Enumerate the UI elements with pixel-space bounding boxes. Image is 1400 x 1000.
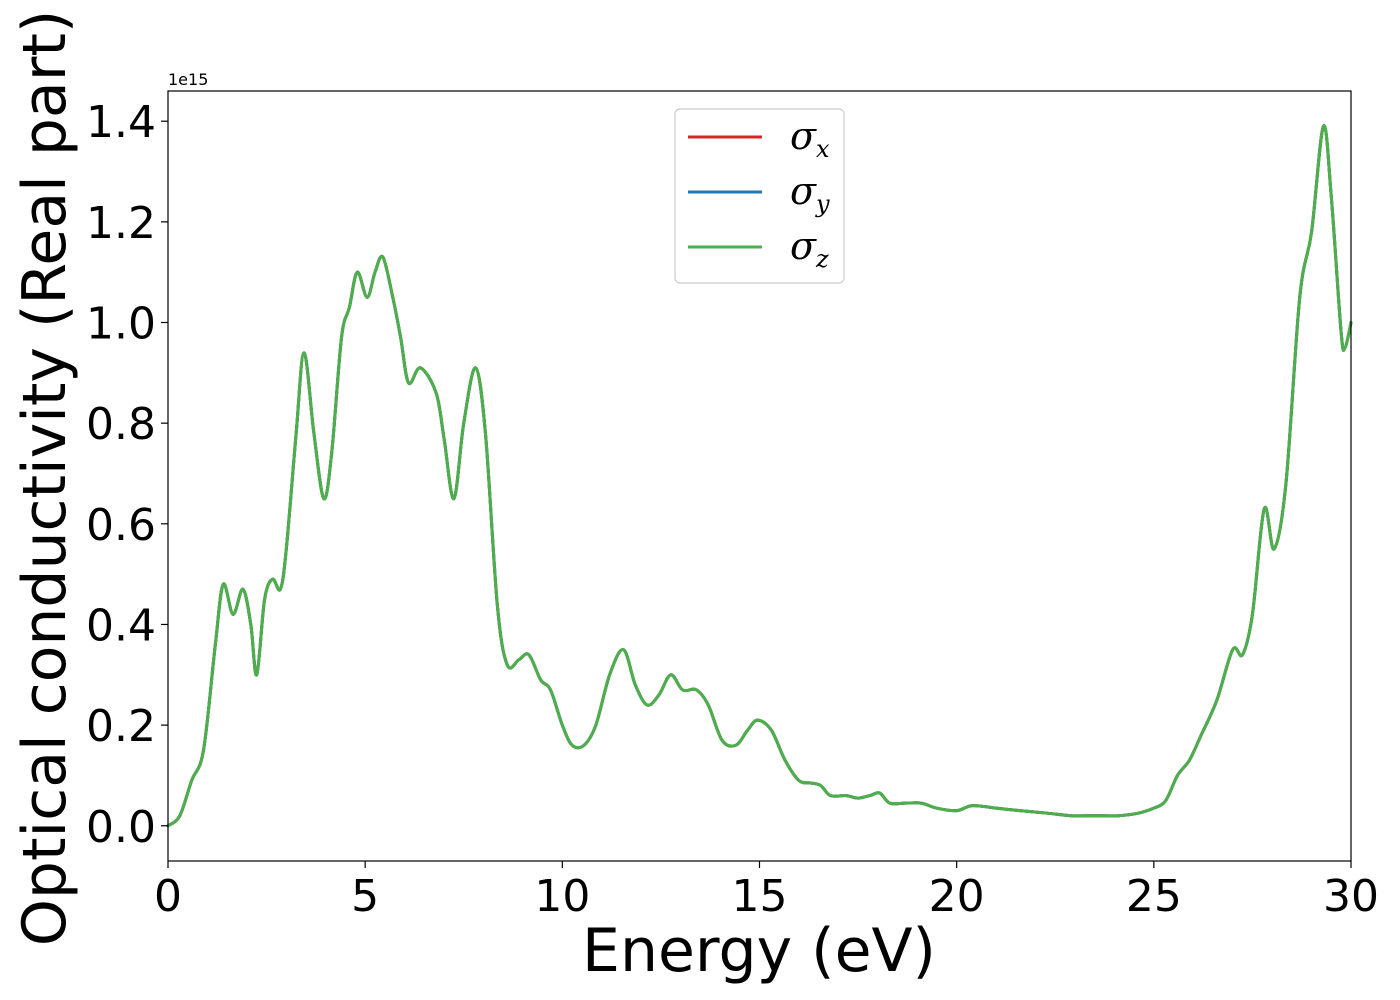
legend-box <box>674 108 845 284</box>
series-layer <box>166 124 1353 828</box>
y-tick-label: 1.4 <box>86 97 156 148</box>
y-axis-title: Optical conductivity (Real part) <box>10 10 80 947</box>
legend-items: σx σy σz <box>688 114 830 273</box>
x-tick-label: 0 <box>154 871 182 922</box>
x-tick-label: 30 <box>1323 871 1379 922</box>
y-tick-label: 0.0 <box>86 802 156 853</box>
legend-label: σx <box>790 114 830 163</box>
x-axis-title: Energy (eV) <box>582 916 936 986</box>
x-tick-label: 5 <box>351 871 379 922</box>
y-tick-label: 0.4 <box>86 600 156 651</box>
y-tick-label: 0.8 <box>86 399 156 450</box>
legend: σx σy σz <box>674 108 845 284</box>
y-offset-label: 1e15 <box>168 70 208 89</box>
series-line-3 <box>166 124 1353 828</box>
x-axis-ticks: 0 5 10 15 20 25 30 <box>154 861 1379 922</box>
y-tick-label: 0.6 <box>86 500 156 551</box>
x-tick-label: 25 <box>1126 871 1182 922</box>
x-tick-label: 20 <box>929 871 985 922</box>
y-axis-ticks: 0.0 0.2 0.4 0.6 0.8 1.0 1.2 1.4 <box>86 97 168 853</box>
x-tick-label: 10 <box>534 871 590 922</box>
legend-label: σz <box>790 224 829 273</box>
x-tick-label: 15 <box>732 871 788 922</box>
y-tick-label: 1.2 <box>86 198 156 249</box>
legend-label: σy <box>790 169 830 218</box>
y-tick-label: 1.0 <box>86 299 156 350</box>
y-tick-label: 0.2 <box>86 701 156 752</box>
